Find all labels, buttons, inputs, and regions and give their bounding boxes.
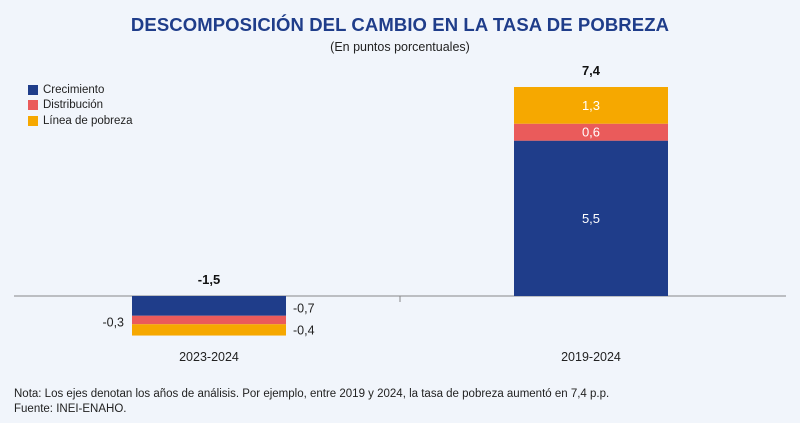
legend-swatch-linea-pobreza	[28, 115, 38, 126]
legend-item-linea-pobreza: Línea de pobreza	[28, 113, 133, 129]
legend-swatch-distribucion	[28, 100, 38, 111]
chart-subtitle: (En puntos porcentuales)	[330, 40, 470, 54]
legend: Crecimiento Distribución Línea de pobrez…	[28, 82, 133, 129]
legend-label-crecimiento: Crecimiento	[43, 83, 105, 96]
legend-label-distribucion: Distribución	[43, 99, 104, 112]
bar-crecimiento-2019-2024	[514, 140, 668, 296]
bar-distribucion-2019-2024	[514, 123, 668, 141]
x-tick-label-2019-2024: 2019-2024	[561, 350, 621, 364]
x-tick-label-2023-2024: 2023-2024	[179, 350, 239, 364]
data-label-crecimiento-2019-2024: 5,5	[582, 211, 600, 226]
legend-item-crecimiento: Crecimiento	[28, 82, 133, 98]
source-note: Fuente: INEI-ENAHO.	[14, 403, 127, 415]
bar-crecimiento-2023-2024	[132, 296, 286, 316]
data-label-linea-pobreza-2019-2024: 1,3	[582, 98, 600, 113]
total-label-2019-2024: 7,4	[582, 63, 601, 78]
total-label-2023-2024: -1,5	[198, 272, 220, 287]
legend-swatch-crecimiento	[28, 84, 38, 95]
data-label-linea-pobreza-2023-2024: -0,4	[293, 323, 315, 337]
data-label-crecimiento-2023-2024: -0,7	[293, 301, 315, 315]
footnote: Nota: Los ejes denotan los años de análi…	[14, 388, 610, 400]
chart-title: DESCOMPOSICIÓN DEL CAMBIO EN LA TASA DE …	[130, 14, 670, 35]
data-label-distribucion-2023-2024: -0,3	[102, 316, 124, 330]
legend-item-distribucion: Distribución	[28, 98, 133, 114]
bar-linea-pobreza-2023-2024	[132, 324, 286, 336]
footer: Nota: Los ejes denotan los años de análi…	[14, 387, 609, 417]
bar-distribucion-2023-2024	[132, 315, 286, 325]
data-label-distribucion-2019-2024: 0,6	[582, 125, 600, 140]
legend-label-linea-pobreza: Línea de pobreza	[43, 114, 133, 127]
bar-linea-pobreza-2019-2024	[514, 87, 668, 124]
